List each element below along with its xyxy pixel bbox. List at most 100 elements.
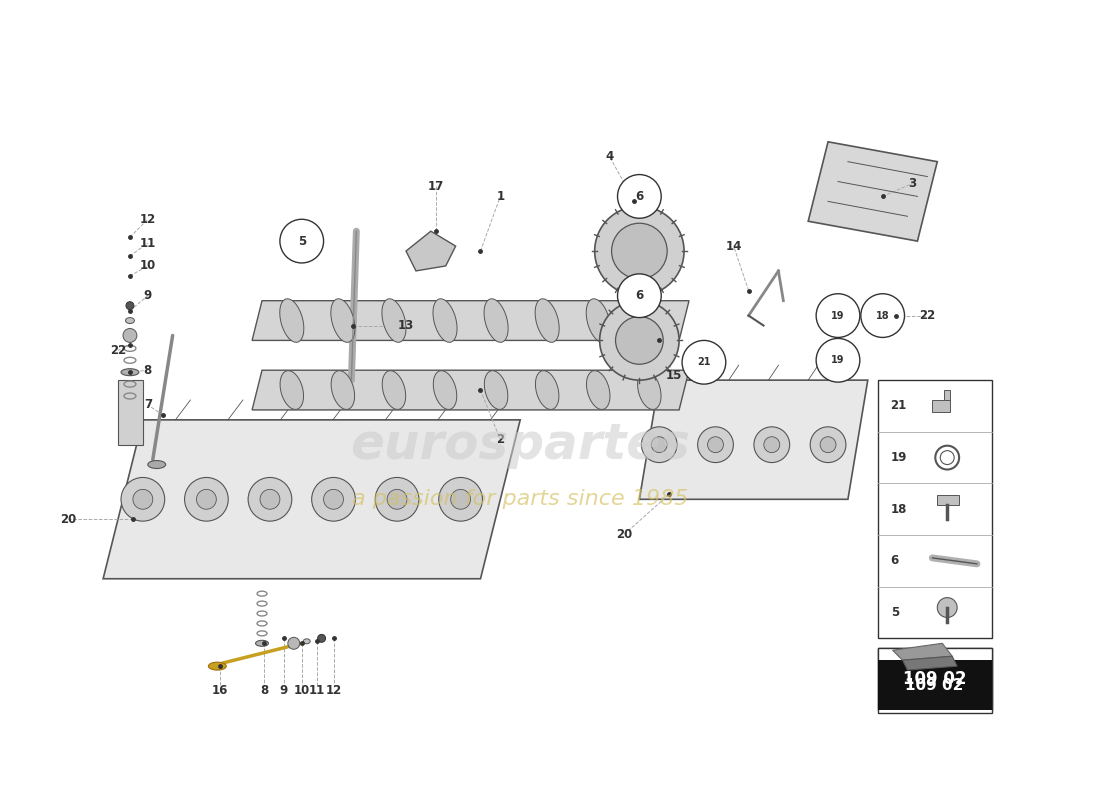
Circle shape (641, 427, 678, 462)
Circle shape (600, 301, 679, 380)
Circle shape (940, 450, 954, 465)
Ellipse shape (536, 370, 559, 410)
Ellipse shape (279, 298, 304, 342)
Text: 19: 19 (832, 355, 845, 366)
Text: 1: 1 (496, 190, 505, 203)
Text: 20: 20 (616, 527, 632, 541)
Text: 9: 9 (144, 290, 152, 302)
Text: 3: 3 (909, 177, 916, 190)
Polygon shape (406, 231, 455, 271)
Circle shape (387, 490, 407, 510)
Ellipse shape (331, 298, 355, 342)
Circle shape (707, 437, 724, 453)
Text: eurospartes: eurospartes (350, 421, 690, 469)
Circle shape (323, 490, 343, 510)
Text: 21: 21 (697, 358, 711, 367)
Circle shape (595, 206, 684, 296)
Circle shape (439, 478, 483, 521)
Circle shape (935, 446, 959, 470)
Polygon shape (892, 643, 953, 660)
Text: 13: 13 (398, 319, 414, 332)
Circle shape (126, 302, 134, 310)
Ellipse shape (535, 298, 559, 342)
Circle shape (197, 490, 217, 510)
Circle shape (318, 634, 326, 642)
Circle shape (121, 478, 165, 521)
Circle shape (617, 174, 661, 218)
Text: 14: 14 (726, 239, 741, 253)
Circle shape (651, 437, 668, 453)
Circle shape (279, 219, 323, 263)
Bar (944, 390, 950, 400)
Text: 20: 20 (60, 513, 77, 526)
Text: 18: 18 (891, 502, 908, 516)
Ellipse shape (121, 369, 139, 376)
Ellipse shape (433, 370, 456, 410)
Circle shape (616, 317, 663, 364)
Circle shape (451, 490, 471, 510)
Bar (118, 380, 143, 445)
Circle shape (697, 427, 734, 462)
Bar (878, 380, 992, 638)
Ellipse shape (255, 640, 268, 646)
Polygon shape (252, 301, 689, 341)
Ellipse shape (331, 370, 354, 410)
Text: 7: 7 (144, 398, 152, 411)
Text: 18: 18 (876, 310, 890, 321)
Polygon shape (808, 142, 937, 241)
Text: 5: 5 (891, 606, 899, 619)
Text: 109 02: 109 02 (903, 670, 966, 688)
Ellipse shape (125, 318, 134, 323)
Text: 8: 8 (260, 685, 268, 698)
Polygon shape (252, 370, 689, 410)
Text: 11: 11 (140, 237, 156, 250)
Text: 109 02: 109 02 (905, 678, 964, 693)
Text: 6: 6 (636, 190, 644, 203)
Circle shape (185, 478, 229, 521)
Bar (933, 400, 950, 412)
FancyBboxPatch shape (878, 648, 992, 710)
Text: 8: 8 (144, 364, 152, 377)
Ellipse shape (382, 298, 406, 342)
Circle shape (617, 274, 661, 318)
Text: 9: 9 (279, 685, 288, 698)
Circle shape (821, 437, 836, 453)
Ellipse shape (280, 370, 304, 410)
Circle shape (249, 478, 292, 521)
Ellipse shape (586, 370, 611, 410)
Circle shape (133, 490, 153, 510)
Text: a passion for parts since 1985: a passion for parts since 1985 (352, 490, 689, 510)
Text: 2: 2 (496, 434, 505, 446)
Bar (878, 660, 992, 710)
Text: 6: 6 (636, 290, 644, 302)
Circle shape (763, 437, 780, 453)
Text: 15: 15 (666, 369, 682, 382)
Ellipse shape (638, 370, 661, 410)
Text: 4: 4 (605, 150, 614, 163)
Circle shape (682, 341, 726, 384)
Text: 22: 22 (110, 344, 126, 357)
Ellipse shape (147, 461, 166, 469)
Text: 17: 17 (428, 180, 444, 193)
Ellipse shape (484, 298, 508, 342)
Text: 10: 10 (140, 259, 156, 273)
Ellipse shape (382, 370, 406, 410)
Text: 11: 11 (308, 685, 324, 698)
Circle shape (937, 598, 957, 618)
Text: 10: 10 (294, 685, 310, 698)
Text: 6: 6 (891, 554, 899, 567)
Text: 19: 19 (832, 310, 845, 321)
Ellipse shape (433, 298, 458, 342)
Ellipse shape (586, 298, 611, 342)
Ellipse shape (484, 370, 508, 410)
Text: 22: 22 (920, 309, 935, 322)
Circle shape (816, 294, 860, 338)
Polygon shape (639, 380, 868, 499)
Text: 12: 12 (326, 685, 342, 698)
Circle shape (811, 427, 846, 462)
Circle shape (754, 427, 790, 462)
Text: 12: 12 (140, 213, 156, 226)
Polygon shape (103, 420, 520, 578)
Circle shape (260, 490, 279, 510)
Circle shape (123, 329, 136, 342)
